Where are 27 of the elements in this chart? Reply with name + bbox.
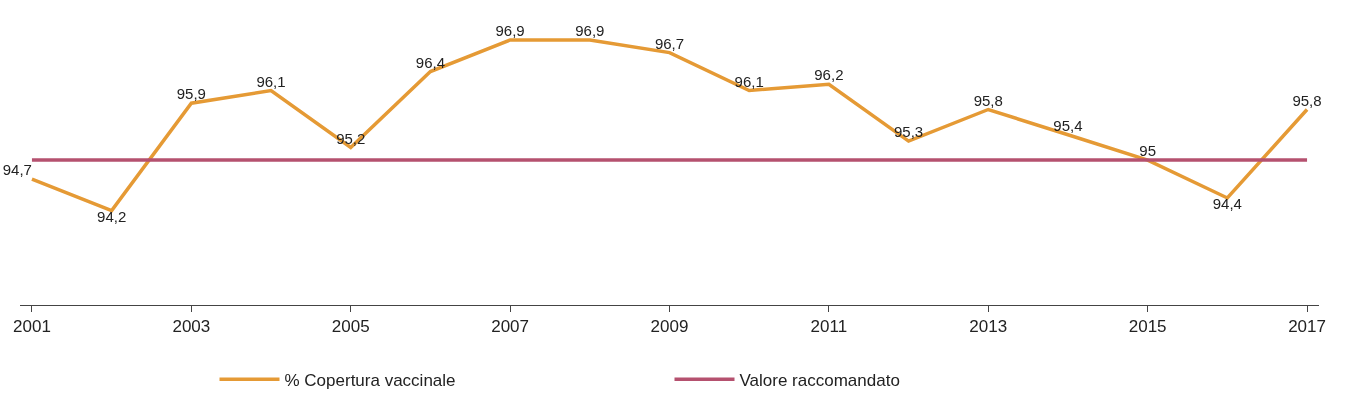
x-tick-label: 2013: [969, 317, 1008, 337]
data-label: 95,4: [1053, 117, 1083, 135]
data-label: 94,7: [2, 161, 32, 179]
x-tick-label: 2003: [172, 317, 211, 337]
data-label: 95,9: [176, 85, 206, 103]
data-label: 95: [1139, 142, 1156, 160]
x-tick-label: 2017: [1288, 317, 1326, 337]
data-label: 94,2: [97, 207, 127, 225]
data-label: 96,9: [575, 22, 605, 40]
data-label: 96,9: [495, 22, 525, 40]
data-label: 94,4: [1212, 195, 1242, 213]
data-label: 96,1: [256, 72, 286, 90]
data-label: 95,3: [893, 123, 924, 141]
data-label: 96,2: [814, 66, 844, 84]
x-tick-label: 2007: [491, 317, 530, 337]
x-tick-label: 2001: [13, 317, 51, 337]
x-tick-label: 2005: [331, 317, 370, 337]
legend-label: Valore raccomandato: [739, 370, 900, 390]
legend-label: % Copertura vaccinale: [284, 370, 456, 390]
data-label: 95,8: [973, 91, 1003, 109]
data-label: 95,8: [1292, 91, 1322, 109]
x-tick-label: 2015: [1128, 317, 1167, 337]
data-label: 96,7: [654, 34, 685, 52]
data-label: 96,4: [415, 53, 446, 71]
data-label: 96,1: [734, 72, 764, 90]
x-tick-label: 2011: [810, 317, 848, 337]
x-tick-label: 2009: [650, 317, 689, 337]
